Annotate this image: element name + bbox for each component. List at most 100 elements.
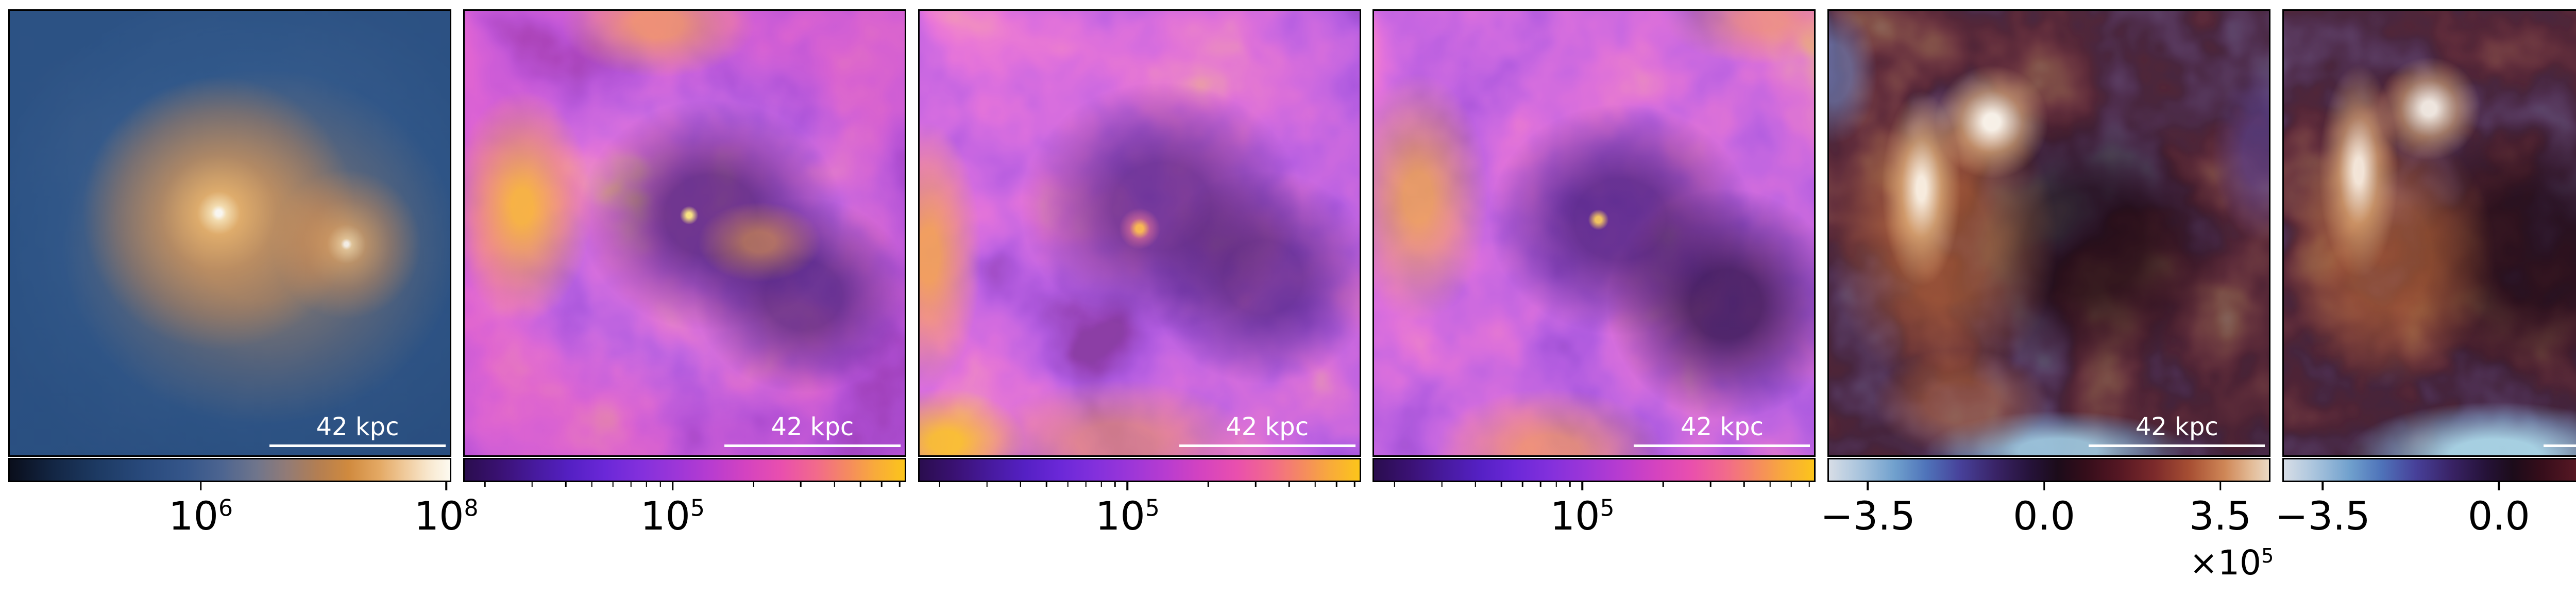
colorbar-major-tick	[2321, 482, 2324, 490]
scale-bar-label: 42 kpc	[316, 412, 399, 442]
colorbar-minor-tick	[1394, 482, 1395, 487]
colorbar-tick-label: −3.5	[1820, 493, 1916, 539]
scale-bar-line	[724, 444, 901, 447]
colorbar-minor-tick	[753, 482, 754, 487]
colorbar-minor-tick	[1441, 482, 1443, 487]
colorbar-tick-label: 108	[414, 493, 479, 539]
colorbar-minor-tick	[1709, 482, 1711, 487]
colorbar-gradient	[464, 459, 905, 481]
turbulence-overlay	[919, 11, 1360, 455]
velocity-overlay	[2284, 11, 2576, 455]
colorbar-minor-tick	[659, 482, 661, 487]
colorbar-major-tick	[199, 482, 202, 490]
colorbar-minor-tick	[630, 482, 632, 487]
panel-6: 42 kpc −3.50.03.5×105	[2274, 0, 2576, 594]
colorbar-minor-tick	[484, 482, 486, 487]
projection-image-3: 42 kpc	[918, 9, 1361, 457]
scale-bar: 42 kpc	[1634, 414, 1810, 447]
scale-bar-label: 42 kpc	[771, 412, 854, 442]
colorbar-minor-tick	[881, 482, 883, 487]
colorbar-3	[918, 458, 1361, 482]
scale-bar-line	[269, 444, 446, 447]
colorbar-minor-tick	[1353, 482, 1355, 487]
colorbar-minor-tick	[899, 482, 901, 487]
colorbar-gradient	[919, 459, 1360, 481]
panel-5: 42 kpc −3.5 0.0 3.5 ×105	[1819, 0, 2274, 594]
colorbar-minor-tick	[1500, 482, 1502, 487]
colorbar-major-tick	[2498, 482, 2500, 490]
colorbar-tick-label: 105	[640, 493, 705, 539]
turbulence-overlay	[464, 11, 905, 455]
colorbar-axis-1: 106 108	[8, 482, 479, 593]
colorbar-minor-tick	[1114, 482, 1116, 487]
colorbar-minor-tick	[1314, 482, 1316, 487]
galaxy-pair-overlay	[10, 11, 450, 455]
scale-bar: 42 kpc	[2544, 414, 2576, 447]
projection-image-5: 42 kpc	[1827, 9, 2271, 457]
colorbar-major-tick	[1581, 482, 1583, 490]
colorbar-axis-4: 105	[1372, 482, 1816, 593]
scale-bar: 42 kpc	[269, 414, 446, 447]
colorbar-minor-tick	[612, 482, 614, 487]
scale-bar-label: 42 kpc	[2135, 412, 2218, 442]
colorbar-minor-tick	[1255, 482, 1257, 487]
scale-bar: 42 kpc	[724, 414, 901, 447]
scale-bar-label: 42 kpc	[1680, 412, 1764, 442]
colorbar-5	[1827, 458, 2271, 482]
projection-image-1: 42 kpc	[8, 9, 451, 457]
colorbar-axis-3: 105	[918, 482, 1361, 593]
colorbar-minor-tick	[1289, 482, 1290, 487]
colorbar-minor-tick	[565, 482, 567, 487]
colorbar-major-tick	[2219, 482, 2222, 490]
colorbar-minor-tick	[531, 482, 533, 487]
scale-bar: 42 kpc	[1179, 414, 1355, 447]
scale-bar-label: 42 kpc	[2544, 414, 2576, 441]
colorbar-minor-tick	[1067, 482, 1069, 487]
colorbar-minor-tick	[1335, 482, 1337, 487]
colorbar-2	[463, 458, 906, 482]
colorbar-minor-tick	[1555, 482, 1557, 487]
panel-4: 42 kpc 105	[1364, 0, 1819, 594]
colorbar-gradient	[2284, 459, 2576, 481]
colorbar-tick-label: 3.5	[2189, 493, 2252, 539]
colorbar-minor-tick	[1522, 482, 1523, 487]
colorbar-tick-label: 105	[1095, 493, 1160, 539]
colorbar-minor-tick	[1085, 482, 1087, 487]
projection-image-6: 42 kpc	[2282, 9, 2576, 457]
scale-bar: 42 kpc	[2089, 414, 2265, 447]
colorbar-gradient	[1829, 459, 2269, 481]
panel-1: 42 kpc 106 108	[0, 0, 479, 594]
colorbar-tick-label: 106	[168, 493, 233, 539]
colorbar-tick-label: 0.0	[2467, 493, 2530, 539]
colorbar-minor-tick	[939, 482, 941, 487]
colorbar-major-tick	[1126, 482, 1129, 490]
projection-image-2: 42 kpc	[463, 9, 906, 457]
colorbar-minor-tick	[1208, 482, 1209, 487]
colorbar-offset-label: ×105	[2189, 543, 2274, 583]
colorbar-minor-tick	[800, 482, 802, 487]
colorbar-minor-tick	[834, 482, 835, 487]
colorbar-minor-tick	[1769, 482, 1771, 487]
colorbar-tick-label: 0.0	[2013, 493, 2075, 539]
colorbar-major-tick	[445, 482, 447, 490]
scale-bar-line	[2544, 444, 2576, 447]
colorbar-axis-5: −3.5 0.0 3.5 ×105	[1820, 482, 2274, 593]
turbulence-overlay	[1374, 11, 1815, 455]
colorbar-minor-tick	[1790, 482, 1792, 487]
colorbar-tick-label: 105	[1550, 493, 1615, 539]
colorbar-minor-tick	[1100, 482, 1103, 487]
colorbar-axis-2: 105	[463, 482, 906, 593]
colorbar-tick-label: −3.5	[2275, 493, 2370, 539]
scale-bar-label: 42 kpc	[1226, 412, 1309, 442]
colorbar-minor-tick	[986, 482, 988, 487]
panel-3: 42 kpc 105	[910, 0, 1365, 594]
colorbar-minor-tick	[1020, 482, 1022, 487]
scale-bar-line	[2089, 444, 2265, 447]
panel-2: 42 kpc 105	[455, 0, 910, 594]
scale-bar-line	[1634, 444, 1810, 447]
colorbar-minor-tick	[1046, 482, 1047, 487]
colorbar-minor-tick	[1662, 482, 1664, 487]
colorbar-gradient	[10, 459, 450, 481]
scale-bar-line	[1179, 444, 1355, 447]
